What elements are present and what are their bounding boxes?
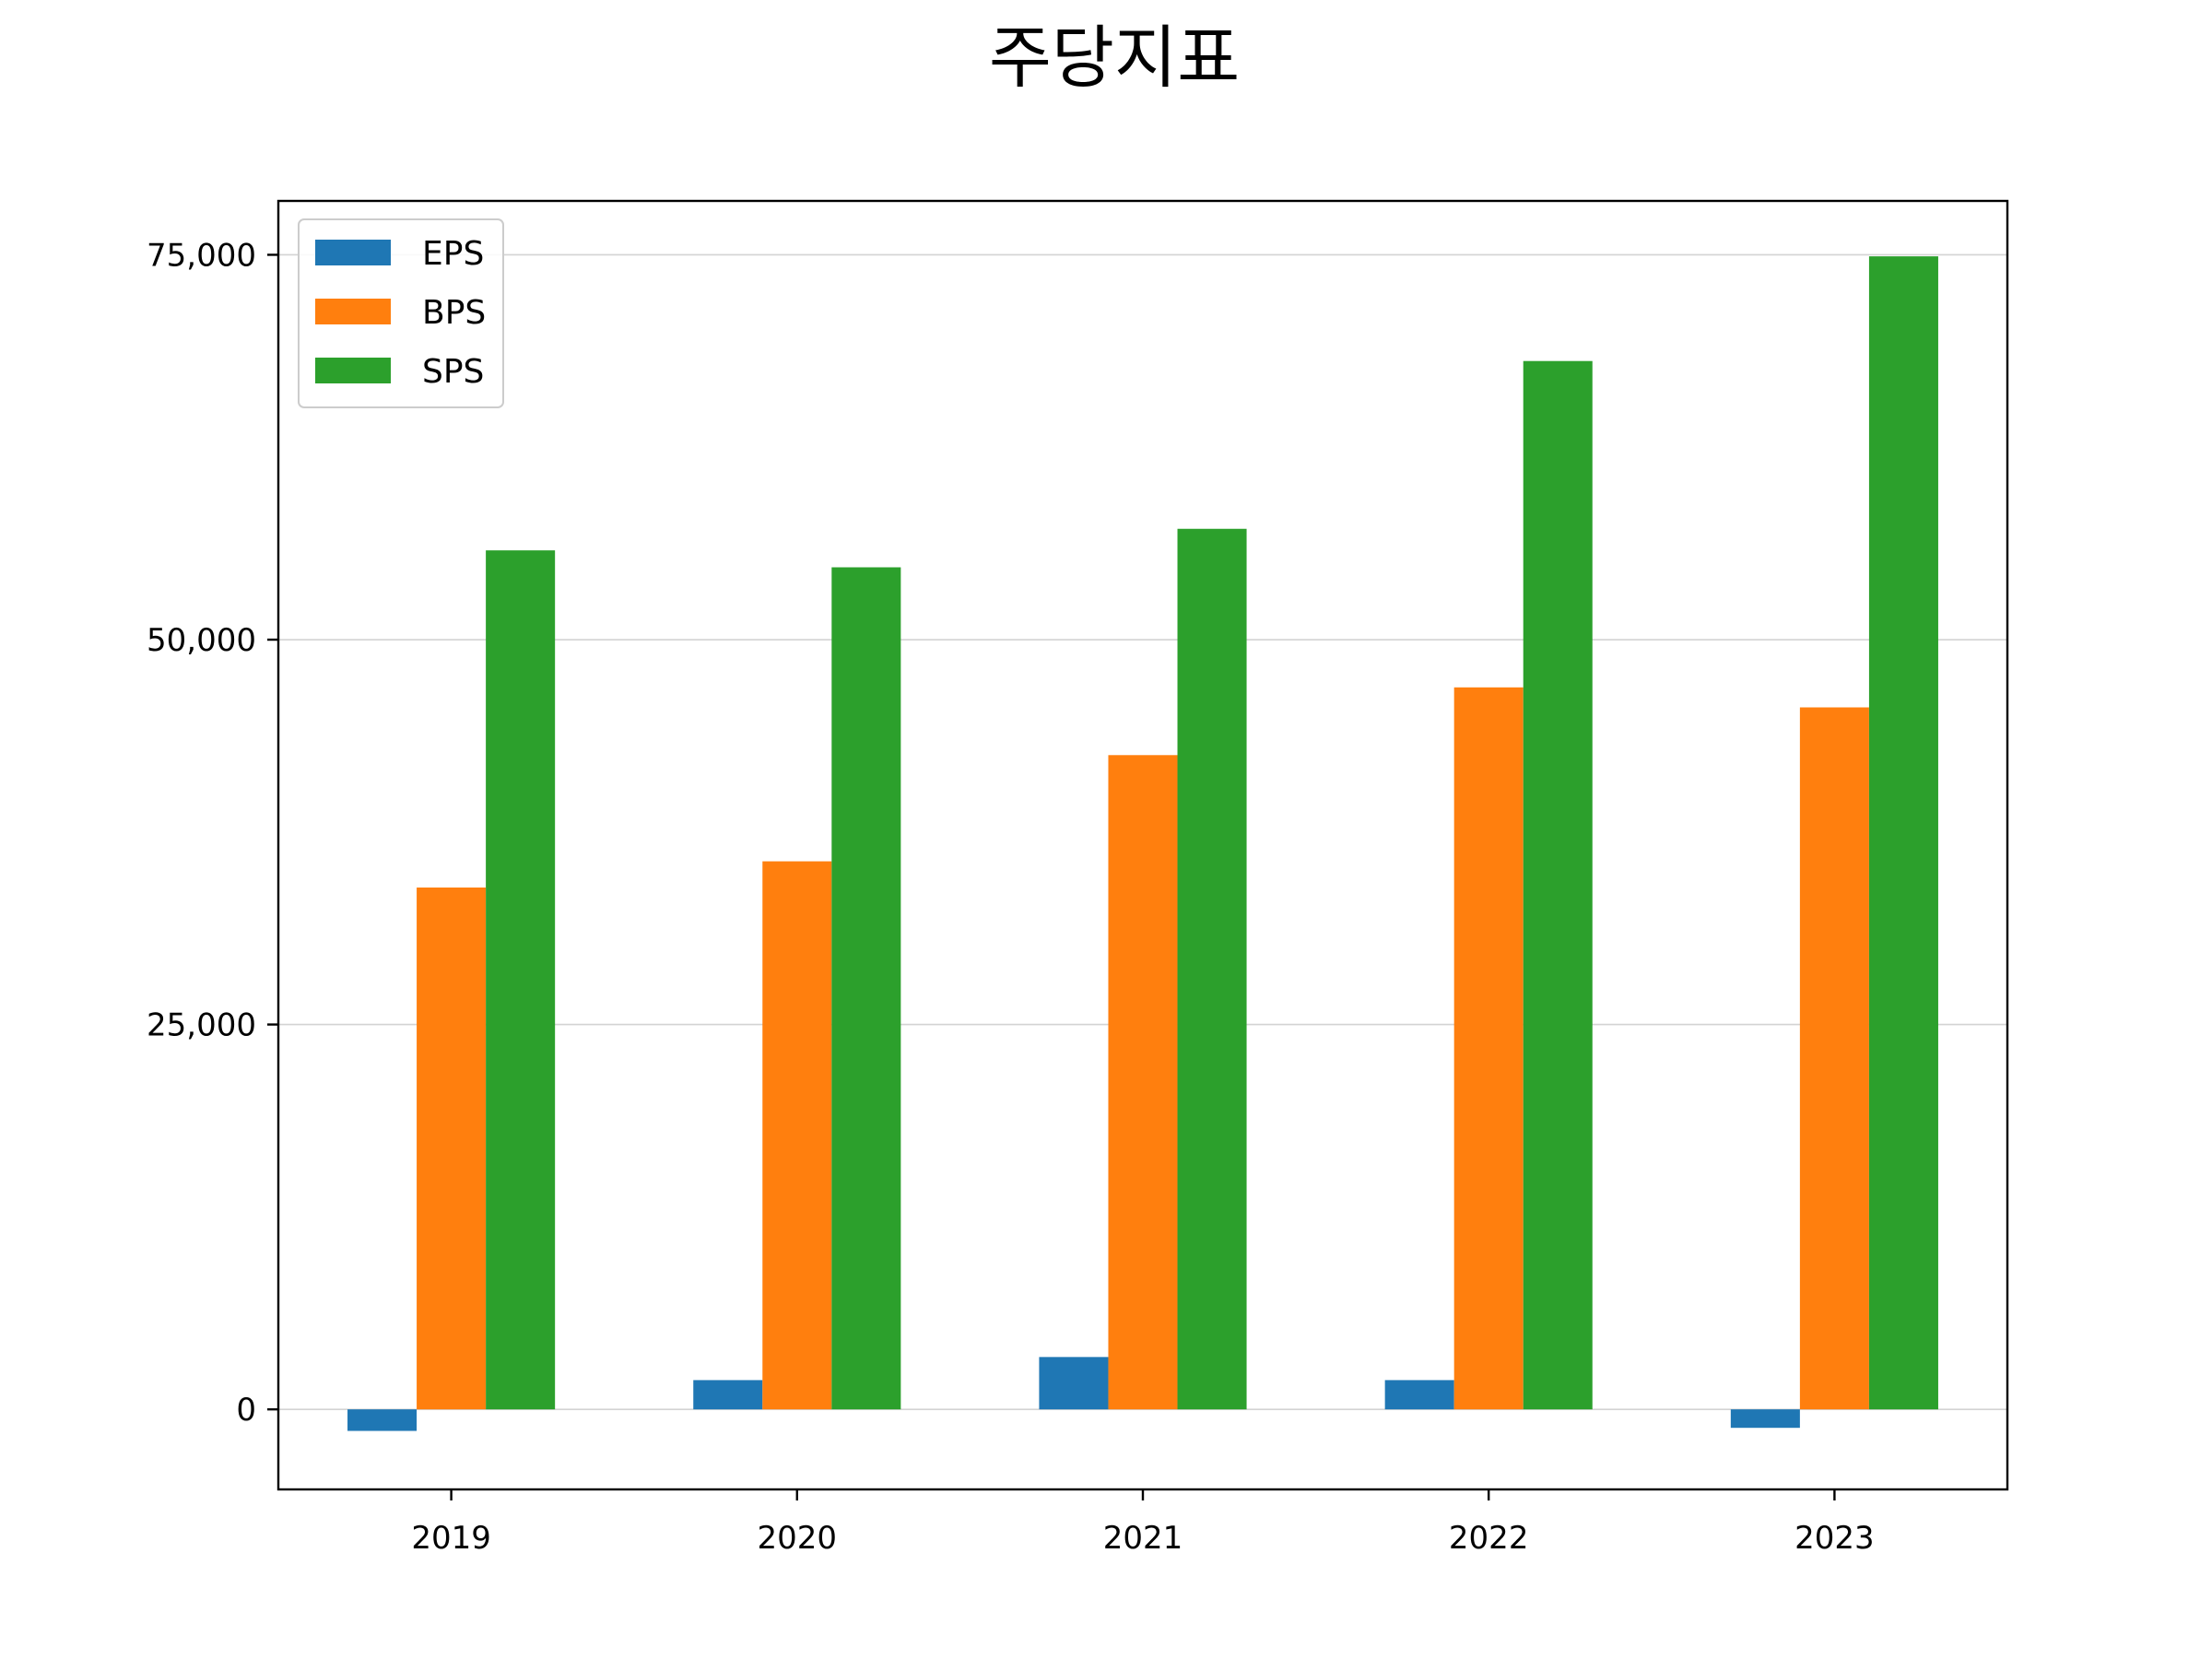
x-tick-label: 2021: [1103, 1520, 1183, 1557]
bar-sps: [1868, 256, 1938, 1410]
x-tick-label: 2023: [1794, 1520, 1875, 1557]
bar-bps: [417, 887, 487, 1410]
bar-bps: [1453, 687, 1524, 1410]
bar-sps: [1523, 360, 1593, 1410]
y-tick-label: 50,000: [147, 622, 256, 659]
bar-sps: [486, 550, 556, 1410]
legend-swatch-eps: [315, 240, 391, 265]
x-tick-label: 2022: [1449, 1520, 1529, 1557]
legend-swatch-bps: [315, 299, 391, 324]
bars: [347, 256, 1938, 1431]
bar-bps: [762, 861, 832, 1410]
legend-label-bps: BPS: [422, 294, 486, 332]
bar-eps: [347, 1409, 418, 1431]
y-tick-label: 75,000: [147, 237, 256, 274]
y-tick-label: 25,000: [147, 1007, 256, 1044]
x-axis: 2019 2020 2021 2022 2023: [411, 1489, 1875, 1557]
bar-eps: [1384, 1380, 1454, 1410]
x-tick-label: 2020: [758, 1520, 838, 1557]
bar-bps: [1799, 707, 1869, 1410]
bar-eps: [693, 1380, 763, 1410]
bar-eps: [1730, 1409, 1800, 1429]
y-axis: 0 25,000 50,000 75,000: [147, 237, 278, 1429]
y-tick-label: 0: [236, 1392, 256, 1429]
bar-bps: [1108, 755, 1178, 1410]
legend-swatch-sps: [315, 358, 391, 383]
legend: EPS BPS SPS: [298, 218, 504, 408]
bar-eps: [1039, 1357, 1109, 1410]
bar-sps: [1177, 528, 1247, 1410]
bar-sps: [831, 567, 901, 1410]
x-tick-label: 2019: [411, 1520, 491, 1557]
chart-title: 주당지표: [989, 18, 1240, 98]
legend-label-sps: SPS: [422, 353, 484, 391]
legend-label-eps: EPS: [422, 235, 484, 273]
